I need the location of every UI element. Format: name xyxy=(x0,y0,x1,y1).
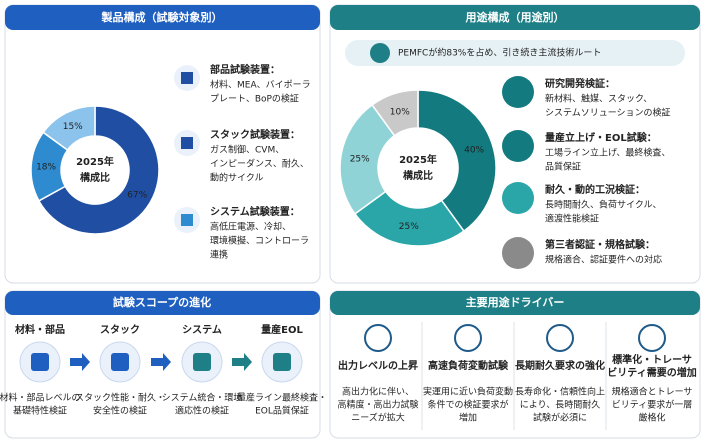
banner: PEMFCが約83%を占め、引き続き主流技術ルート xyxy=(398,47,601,59)
driver-desc: ニーズが拡大 xyxy=(351,412,405,424)
slice-label: 18% xyxy=(36,162,56,172)
item-title: 耐久・動的工況検証： xyxy=(545,183,645,196)
item-icon xyxy=(502,76,534,108)
slice-label: 67% xyxy=(127,190,147,200)
driver-desc: 増加 xyxy=(459,412,477,424)
slice-label: 25% xyxy=(350,154,370,164)
item-title: 研究開発検証： xyxy=(545,77,615,90)
driver-desc: 長寿命化・信頼性向上 xyxy=(515,386,605,398)
stage-desc: スタック性能・耐久・ xyxy=(75,392,165,404)
slice-label: 25% xyxy=(399,222,419,232)
driver-title: ビリティ需要の増加 xyxy=(607,366,696,379)
stage-desc: EOL品質保証 xyxy=(255,405,309,417)
item-icon xyxy=(502,182,534,214)
donut-slice xyxy=(37,105,160,235)
item-swatch xyxy=(181,72,193,84)
center-label: 2025年 xyxy=(399,153,437,166)
panel-title: 主要用途ドライバー xyxy=(466,295,565,309)
item-desc: 品質保証 xyxy=(545,161,581,173)
donut-hole xyxy=(379,129,457,207)
driver-title: 出力レベルの上昇 xyxy=(338,359,418,372)
driver-title: 高速負荷変動試験 xyxy=(428,359,509,372)
driver-icon xyxy=(546,324,574,352)
center-label: 2025年 xyxy=(76,155,114,168)
stage-desc: 基礎特性検証 xyxy=(13,405,67,417)
driver-icon xyxy=(364,324,392,352)
stage-desc: 適応性の検証 xyxy=(175,405,229,417)
driver-desc: 規格適合とトレーサ xyxy=(612,386,693,398)
item-title: 部品試験装置： xyxy=(210,63,280,76)
driver-title: 長期耐久要求の強化 xyxy=(515,359,605,372)
item-desc: システムソリューションの検証 xyxy=(545,107,671,119)
item-desc: 新材料、触媒、スタック、 xyxy=(545,93,652,105)
driver-desc: 実運用に近い負荷変動 xyxy=(423,386,513,398)
driver-desc: 高精度・高出力試験 xyxy=(337,399,418,411)
slice-label: 10% xyxy=(390,107,410,117)
arrow xyxy=(151,353,171,371)
stage-icon-shape xyxy=(111,353,129,371)
driver-icon xyxy=(638,324,666,352)
item-title: 量産立上げ・EOL試験： xyxy=(545,131,657,144)
item-title: スタック試験装置： xyxy=(210,128,300,141)
donut-slice xyxy=(353,190,465,247)
driver-desc: 試験が必須に xyxy=(533,412,587,424)
item-desc: 材料、MEA、バイポーラ xyxy=(210,79,311,91)
donut-slice xyxy=(371,89,419,137)
donut-hole xyxy=(62,137,128,203)
item-swatch xyxy=(181,214,193,226)
arrow xyxy=(70,353,90,371)
slice-label: 40% xyxy=(464,145,484,155)
item-desc: 工場ライン立上げ、最終検査、 xyxy=(545,147,670,159)
panel-title: 用途構成（用途別） xyxy=(466,10,565,24)
item-desc: 連携 xyxy=(210,249,228,261)
stage-title: システム xyxy=(182,324,222,336)
item-desc: インピーダンス、耐久、 xyxy=(210,158,309,170)
item-desc: 環境模擬、コントローラ xyxy=(210,235,309,247)
donut-slice xyxy=(42,105,96,152)
driver-title: 標準化・トレーサ xyxy=(612,353,692,366)
item-icon xyxy=(502,237,534,269)
stage-icon-shape xyxy=(193,353,211,371)
driver-desc: 高出力化に伴い、 xyxy=(342,386,414,398)
stage-title: 材料・部品 xyxy=(15,323,65,336)
stage-title: スタック xyxy=(100,324,140,336)
slice-label: 15% xyxy=(63,122,83,132)
item-desc: 長時間耐久、負荷サイクル、 xyxy=(545,199,662,211)
stage-desc: 材料・部品レベルの xyxy=(0,392,81,404)
panel-title: 製品構成（試験対象別） xyxy=(101,10,223,24)
item-desc: ガス制御、CVM、 xyxy=(210,144,284,156)
item-desc: 高低圧電源、冷却、 xyxy=(210,221,291,233)
stage-desc: 量産ライン最終検査・ xyxy=(237,392,327,404)
driver-desc: 厳格化 xyxy=(638,412,665,424)
donut-slice xyxy=(339,103,396,215)
stage-desc: 安全性の検証 xyxy=(93,405,147,417)
item-title: 第三者認証・規格試験： xyxy=(545,238,655,251)
item-icon xyxy=(502,130,534,162)
panel-title: 試験スコープの進化 xyxy=(113,295,211,309)
donut-slice xyxy=(417,89,497,233)
item-title: システム試験装置： xyxy=(210,205,300,218)
stage-title: 量産EOL xyxy=(261,323,303,336)
center-label: 構成比 xyxy=(80,171,110,184)
driver-desc: ビリティ要求が一層 xyxy=(612,399,692,411)
item-desc: プレート、BoPの検証 xyxy=(210,93,299,105)
stage-icon-shape xyxy=(273,353,291,371)
driver-icon xyxy=(454,324,482,352)
item-desc: 動的サイクル xyxy=(210,172,264,184)
center-label: 構成比 xyxy=(403,169,433,182)
item-desc: 適渡性能検証 xyxy=(545,213,599,225)
item-swatch xyxy=(181,137,193,149)
item-desc: 規格適合、認証要件への対応 xyxy=(545,254,662,266)
stage-icon-shape xyxy=(31,353,49,371)
driver-desc: により、長時間耐久 xyxy=(520,399,600,411)
arrow xyxy=(232,353,252,371)
stage-desc: システム統合・環境 xyxy=(162,392,243,404)
driver-desc: 条件での検証要求が xyxy=(427,399,508,411)
